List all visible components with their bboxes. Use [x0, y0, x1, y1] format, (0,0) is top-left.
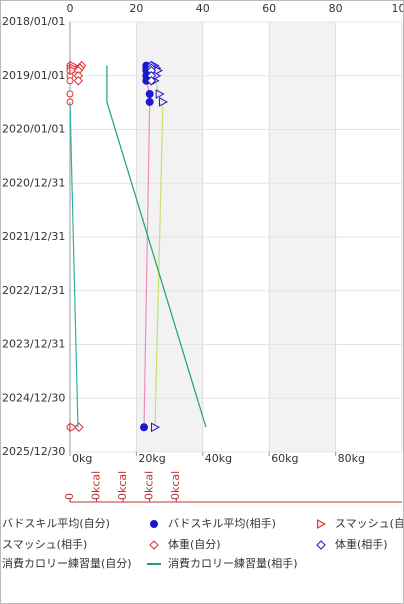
point: [69, 65, 79, 76]
y-tick-label: 2022/12/31: [2, 284, 65, 297]
y-tick-label: 2019/01/01: [2, 69, 65, 82]
x-tick-label: 20: [129, 2, 143, 15]
legend-label: 消費カロリー練習量(相手): [168, 556, 298, 570]
x2-tick-label: 0kg: [72, 452, 92, 465]
point: [66, 90, 74, 98]
y-tick-label: 2020/12/31: [2, 176, 65, 189]
x3-tick-label: 0kcal: [116, 471, 129, 500]
x3-tick-label: 0kcal: [143, 471, 156, 500]
x2-tick-label: 40kg: [205, 452, 232, 465]
y-tick-label: 2020/01/01: [2, 123, 65, 136]
x-tick-label: 40: [196, 2, 210, 15]
y-tick-label: 2021/12/31: [2, 230, 65, 243]
legend-label: バドスキル平均(相手): [168, 516, 276, 530]
series-line: [69, 101, 79, 428]
legend-label: 体重(自分): [168, 537, 221, 551]
legend-label: 体重(相手): [335, 537, 388, 551]
x-tick-label: 0: [67, 2, 74, 15]
legend-marker: [149, 540, 159, 550]
y-tick-label: 2025/12/30: [2, 445, 65, 458]
legend-label: 消費カロリー練習量(自分): [2, 556, 132, 570]
point: [74, 422, 84, 432]
point: [146, 76, 157, 86]
x-tick-label: 80: [329, 2, 343, 15]
point: [155, 89, 165, 99]
y-tick-label: 2024/12/30: [2, 391, 65, 404]
legend-label: バドスキル平均(自分): [2, 517, 110, 530]
point: [69, 422, 79, 433]
point: [158, 97, 169, 107]
legend-marker: [150, 520, 158, 528]
point: [150, 422, 161, 433]
x3-tick-label: 0kcal: [169, 471, 182, 500]
x3-tick-label: 0kcal: [90, 471, 103, 500]
x-tick-label: 100: [392, 2, 404, 15]
x-tick-label: 60: [262, 2, 276, 15]
legend-label: スマッシュ(自分): [335, 517, 404, 530]
point: [66, 77, 74, 85]
y-tick-label: 2023/12/31: [2, 338, 65, 351]
point: [145, 90, 154, 99]
legend-marker: [316, 540, 326, 550]
x2-tick-label: 80kg: [338, 452, 365, 465]
series-line: [106, 65, 207, 428]
y-tick-label: 2018/01/01: [2, 15, 65, 28]
legend-label: スマッシュ(相手): [2, 537, 87, 551]
point: [145, 97, 154, 106]
legend-marker: [317, 519, 327, 529]
point: [140, 423, 149, 432]
x2-tick-label: 60kg: [271, 452, 298, 465]
x2-tick-label: 20kg: [138, 452, 165, 465]
x3-tick-label: 0: [63, 493, 76, 500]
point: [73, 76, 84, 86]
